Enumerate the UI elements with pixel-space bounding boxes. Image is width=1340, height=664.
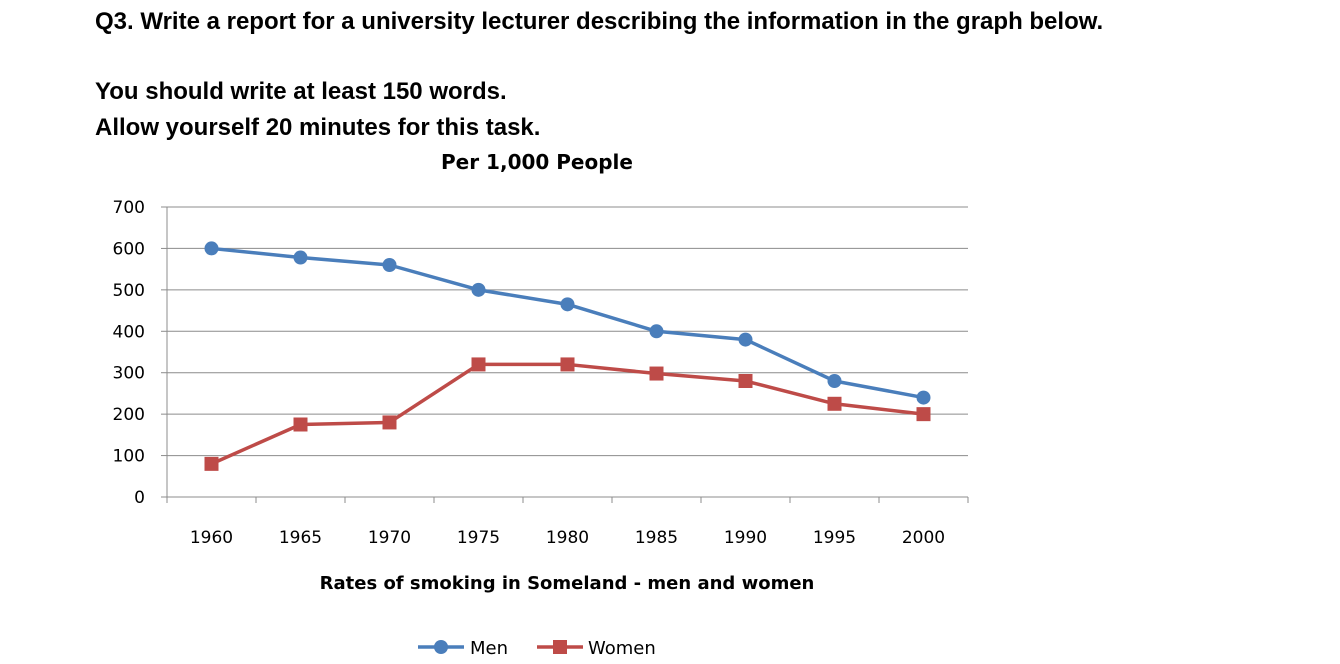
x-axis-label: Rates of smoking in Someland - men and w…: [320, 573, 815, 594]
y-tick-label: 500: [113, 281, 145, 301]
men-point: [649, 324, 664, 339]
x-tick-label: 1960: [190, 528, 233, 548]
men-point: [293, 250, 308, 265]
men-point: [382, 258, 397, 272]
men-point: [471, 282, 486, 297]
women-point: [649, 366, 664, 381]
x-tick-label: 1990: [724, 528, 767, 548]
gridlines: [167, 206, 968, 457]
women-point: [738, 374, 753, 388]
legend-women-marker: [553, 640, 567, 654]
women-point: [827, 396, 842, 411]
axes: [166, 207, 968, 498]
men-point: [827, 374, 842, 388]
men-point: [916, 390, 931, 405]
y-tick-label: 700: [113, 198, 145, 218]
women-point: [560, 357, 575, 372]
y-tick-label: 0: [134, 488, 145, 508]
x-tick-label: 1970: [368, 528, 411, 548]
women-point: [204, 456, 219, 471]
x-tick-label: 2000: [902, 528, 945, 548]
women-point: [382, 415, 397, 430]
women-point: [916, 407, 931, 422]
x-tick-label: 1975: [457, 528, 500, 548]
men-series-line: [211, 246, 924, 400]
data-series: [204, 241, 931, 471]
task-question: Q3. Write a report for a university lect…: [95, 8, 1104, 35]
men-point: [560, 297, 575, 312]
legend-men-marker: [434, 640, 448, 654]
y-axis-ticks: 0 100 200 300 400 500 600 700: [113, 198, 167, 508]
legend-women-label: Women: [588, 638, 656, 659]
word-requirement: You should write at least 150 words.: [95, 78, 507, 105]
men-point: [738, 332, 753, 347]
men-point: [204, 241, 219, 256]
women-point: [293, 417, 308, 432]
women-point: [471, 357, 486, 372]
legend-men-label: Men: [470, 638, 508, 659]
y-tick-label: 100: [113, 447, 145, 467]
y-tick-label: 300: [113, 364, 145, 384]
y-tick-label: 400: [113, 322, 145, 342]
legend: Men Women: [418, 638, 656, 659]
x-tick-label: 1980: [546, 528, 589, 548]
x-tick-label: 1995: [813, 528, 856, 548]
y-tick-label: 600: [113, 239, 145, 259]
x-axis-ticks: 1960 1965 1970 1975 1980 1985 1990 1995 2000: [166, 497, 969, 548]
time-allowance: Allow yourself 20 minutes for this task.: [95, 114, 541, 141]
y-tick-label: 200: [113, 405, 145, 425]
x-tick-label: 1985: [635, 528, 678, 548]
chart-title: Per 1,000 People: [441, 150, 633, 174]
x-tick-label: 1965: [279, 528, 322, 548]
